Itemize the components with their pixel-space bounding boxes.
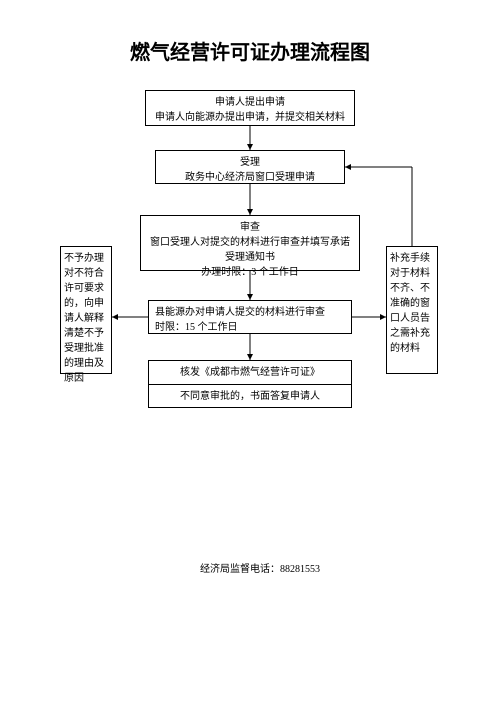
reject-l8: 的理由及: [64, 356, 108, 371]
node-issue-line1: 核发《成都市燃气经营许可证》: [155, 365, 345, 384]
node-county-line1: 县能源办对申请人提交的材料进行审查: [155, 305, 345, 320]
supp-l7: 的材料: [390, 341, 434, 356]
node-county-review: 县能源办对申请人提交的材料进行审查 时限：15 个工作日: [148, 300, 352, 334]
supp-l6: 之需补充: [390, 326, 434, 341]
node-issue-line2: 不同意审批的，书面答复申请人: [155, 385, 345, 404]
reject-l6: 清楚不予: [64, 326, 108, 341]
node-review: 审查 窗口受理人对提交的材料进行审查并填写承诺受理通知书 办理时限：3 个工作日: [140, 215, 360, 271]
reject-l2: 对不符合: [64, 266, 108, 281]
node-county-line2: 时限：15 个工作日: [155, 320, 345, 335]
node-accept-line2: 政务中心经济局窗口受理申请: [162, 170, 338, 185]
node-issue: 核发《成都市燃气经营许可证》 不同意审批的，书面答复申请人: [148, 360, 352, 408]
reject-l5: 请人解释: [64, 311, 108, 326]
supp-l3: 不齐、不: [390, 281, 434, 296]
node-apply-line2: 申请人向能源办提出申请，并提交相关材料: [152, 110, 348, 125]
supp-l1: 补充手续: [390, 251, 434, 266]
node-apply-line1: 申请人提出申请: [152, 95, 348, 110]
node-reject-reason: 不予办理 对不符合 许可要求 的，向申 请人解释 清楚不予 受理批准 的理由及 …: [60, 246, 112, 374]
reject-l1: 不予办理: [64, 251, 108, 266]
node-review-line1: 审查: [147, 220, 353, 235]
supp-l5: 口人员告: [390, 311, 434, 326]
reject-l4: 的，向申: [64, 296, 108, 311]
node-supplement: 补充手续 对于材料 不齐、不 准确的窗 口人员告 之需补充 的材料: [386, 246, 438, 374]
node-review-line2: 窗口受理人对提交的材料进行审查并填写承诺受理通知书: [147, 235, 353, 265]
supp-l2: 对于材料: [390, 266, 434, 281]
node-apply: 申请人提出申请 申请人向能源办提出申请，并提交相关材料: [145, 90, 355, 126]
supp-l4: 准确的窗: [390, 296, 434, 311]
reject-l9: 原因: [64, 371, 108, 386]
reject-l7: 受理批准: [64, 341, 108, 356]
page-title: 燃气经营许可证办理流程图: [0, 36, 500, 65]
node-review-line3: 办理时限：3 个工作日: [147, 265, 353, 280]
reject-l3: 许可要求: [64, 281, 108, 296]
node-accept: 受理 政务中心经济局窗口受理申请: [155, 150, 345, 184]
footer-phone: 经济局监督电话：88281553: [200, 560, 320, 575]
node-accept-line1: 受理: [162, 155, 338, 170]
